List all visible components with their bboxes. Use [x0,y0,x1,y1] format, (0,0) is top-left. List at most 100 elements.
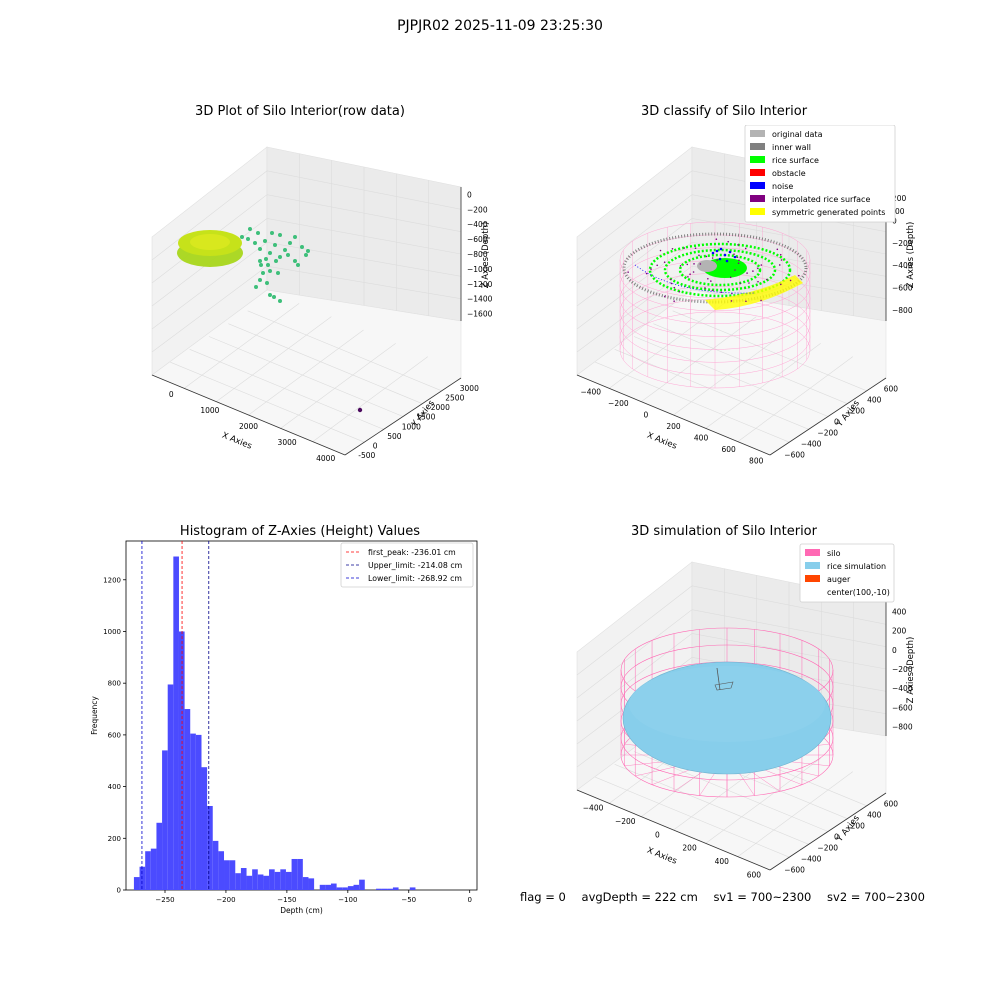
p2-x-tick: 0 [644,411,649,420]
p4-auger [714,681,734,691]
p1-point [304,253,308,257]
p3-bar [133,877,140,890]
p4-x-label: X Axies [645,846,678,867]
p1-point [266,263,270,267]
p3-bar [145,851,151,890]
p2-noise-point [711,251,715,255]
p4-y-tick: 600 [884,800,899,809]
p2-grid-y2 [653,323,848,404]
p2-interp-point [739,282,741,285]
p2-interp-point [699,263,702,265]
p3-bar [269,869,275,890]
p2-interp-point [730,300,733,302]
p1-grid-y [280,343,396,429]
p2-interp-point [780,259,783,261]
p3-bar [229,860,236,890]
p2-interp-point [757,280,759,283]
p2-interp-point [687,276,689,278]
p2-x-tick: −200 [608,399,629,408]
p1-point [300,245,304,249]
p2-interp-point [745,300,747,303]
p2-interp-point [789,279,792,282]
p1-point [273,243,277,247]
panel3-title: Histogram of Z-Axies (Height) Values [179,524,421,539]
p2-legend-item: inner wall [772,143,811,152]
p1-grid-y [183,303,300,389]
p2-z-label: Z Axies (Depth) [906,222,916,289]
footer-stats: flag = 0 avgDepth = 222 cm sv1 = 700~230… [520,890,937,904]
panel1-title: 3D Plot of Silo Interior(row data) [195,104,405,119]
p2-legend-item: interpolated rice surface [772,195,870,204]
p2-z-tick: −200 [892,239,913,248]
panel2-title: 3D classify of Silo Interior [640,104,808,119]
p3-x-label: Depth (cm) [280,906,323,915]
panel2-3d-plot: −400−2000200400600800−600−400−2000200400… [576,125,916,465]
p2-noise-point [725,259,729,263]
p4-y-tick: −400 [801,855,822,864]
p2-interp-point [715,238,718,241]
p4-x-tick: −400 [583,804,604,813]
p4-legend-item: auger [827,575,851,584]
p3-bar [319,884,326,890]
p3-bar [342,887,348,890]
p1-point [265,281,269,285]
p1-y-tick: 1500 [416,413,435,422]
p3-bar [190,733,196,890]
p2-legend-swatch [750,156,765,163]
p1-y-axis [344,377,462,456]
p2-z-tick: −600 [892,284,913,293]
p3-bar [387,888,393,890]
p4-x-axis [576,789,771,871]
p3-bar [257,874,264,890]
p1-point [278,299,282,303]
p2-grid-y2 [595,361,790,443]
p3-bar [285,871,292,890]
p4-y-tick: 0 [834,833,839,842]
p3-y-tick: 600 [108,731,121,739]
p1-point [270,231,274,235]
p2-interp-point [778,264,781,266]
p2-rice-ring [678,253,762,287]
p3-legend-item: Upper_limit: -214.08 cm [368,561,462,570]
p1-grid-y [248,329,364,416]
p1-x-tick: 2000 [239,422,258,431]
p3-bar [347,886,354,890]
p3-x-tick: −100 [338,896,357,904]
p2-interp-point [627,271,629,273]
p2-grid-y [705,343,821,429]
p2-z-tick: −800 [892,306,913,315]
p1-z-label: Z Axies (Depth) [481,222,491,289]
p1-point [288,241,292,245]
p2-legend-item: noise [772,182,793,191]
p2-interp-point [683,247,686,249]
p2-original-center [697,260,717,272]
p4-grid-y2 [595,776,790,858]
p2-interp-point [733,253,735,255]
p3-bar [218,851,225,890]
p3-bar [263,875,270,890]
p2-grid-y [608,303,725,389]
p2-x-tick: 800 [749,456,764,465]
p4-legend-item: rice simulation [827,562,886,571]
p1-grid-y [216,316,332,402]
p2-interp-point [673,300,675,302]
p2-rice-ring [663,248,777,292]
p1-y-tick: 0 [373,442,378,451]
p3-y-tick: 800 [108,680,121,688]
p3-bar [297,858,303,890]
p2-y-tick: 600 [884,385,899,394]
p3-y-tick: 1000 [103,628,121,636]
p3-bar [207,805,213,890]
p2-rice-ring [648,242,792,298]
p1-x-tick: 3000 [278,438,297,447]
p1-point [254,285,258,289]
p1-x-axis [151,374,346,456]
p4-legend-swatch [805,575,820,582]
p2-grid-y2 [633,336,829,417]
p2-interp-point [663,295,666,298]
p3-bar [173,556,179,890]
avg-depth-text: avgDepth = 222 cm [581,890,698,904]
p2-y-tick: 200 [851,407,866,416]
p1-point [263,239,267,243]
